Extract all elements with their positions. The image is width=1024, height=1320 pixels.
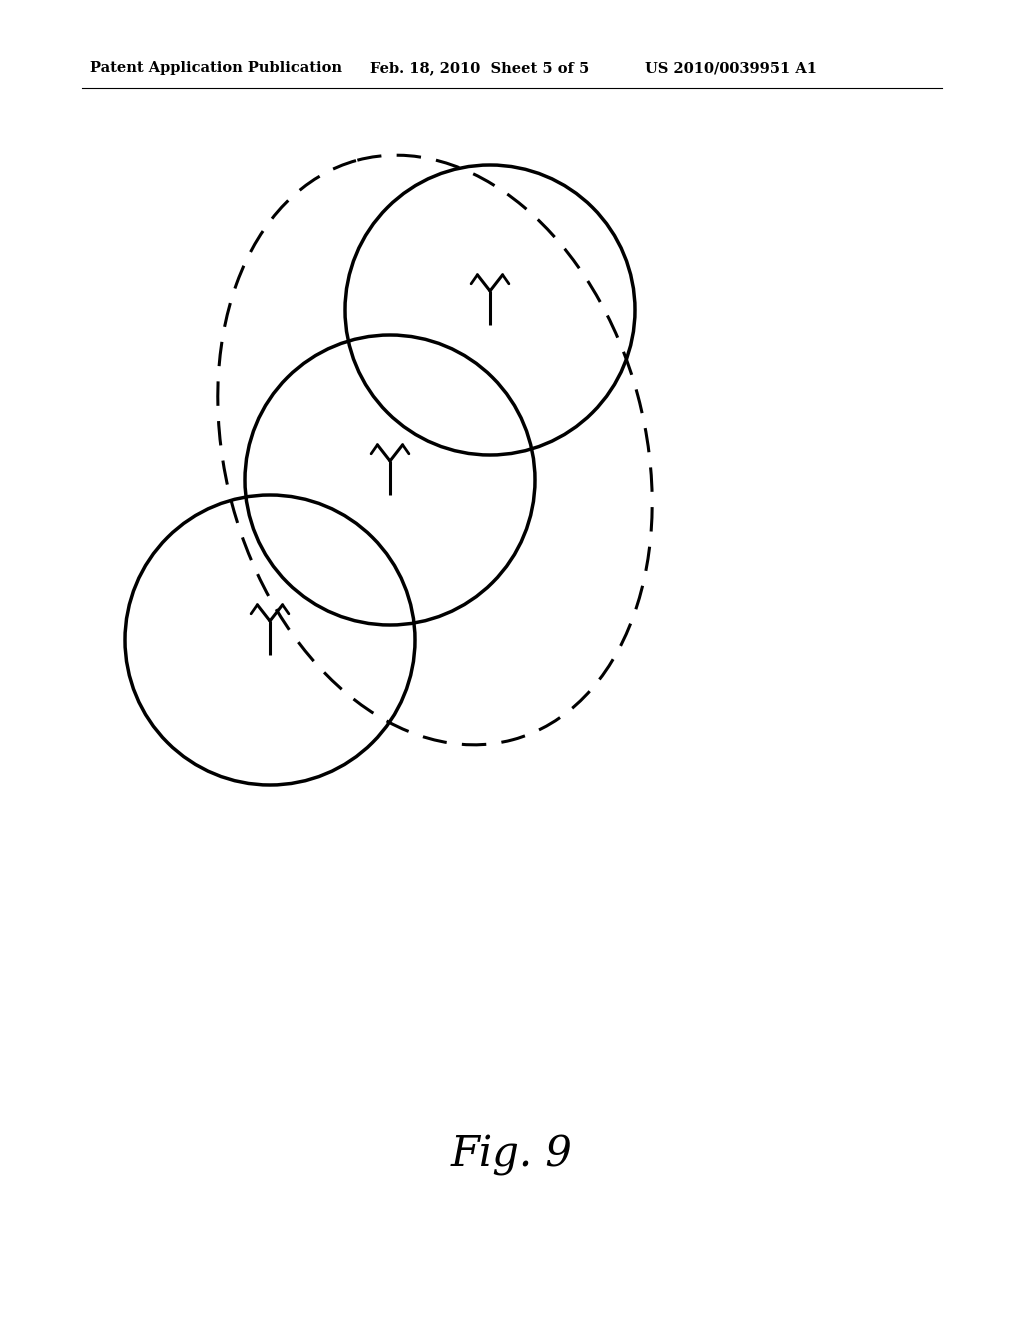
Text: Feb. 18, 2010  Sheet 5 of 5: Feb. 18, 2010 Sheet 5 of 5 bbox=[370, 61, 589, 75]
Text: US 2010/0039951 A1: US 2010/0039951 A1 bbox=[645, 61, 817, 75]
Text: Patent Application Publication: Patent Application Publication bbox=[90, 61, 342, 75]
Text: Fig. 9: Fig. 9 bbox=[451, 1134, 573, 1176]
